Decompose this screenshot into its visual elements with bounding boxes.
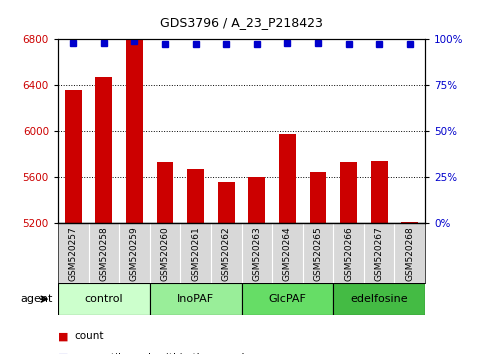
Text: GSM520268: GSM520268: [405, 226, 414, 281]
Bar: [65, 90, 82, 223]
Text: InoPAF: InoPAF: [177, 294, 214, 304]
Text: ■: ■: [58, 331, 69, 341]
Bar: [156, 162, 173, 223]
Text: GSM520263: GSM520263: [252, 226, 261, 281]
Bar: [401, 222, 418, 223]
Text: GSM520257: GSM520257: [69, 226, 78, 281]
Bar: [58, 283, 150, 315]
Text: GSM520264: GSM520264: [283, 226, 292, 281]
Bar: [126, 39, 143, 223]
Text: GSM520258: GSM520258: [99, 226, 108, 281]
Bar: [279, 134, 296, 223]
Text: GSM520265: GSM520265: [313, 226, 323, 281]
Bar: [310, 172, 327, 223]
Bar: [248, 177, 265, 223]
Bar: [340, 162, 357, 223]
Text: edelfosine: edelfosine: [350, 294, 408, 304]
Bar: [218, 182, 235, 223]
Bar: [371, 161, 387, 223]
Bar: [150, 283, 242, 315]
Text: GSM520260: GSM520260: [160, 226, 170, 281]
Text: GSM520259: GSM520259: [130, 226, 139, 281]
Bar: [242, 283, 333, 315]
Text: GDS3796 / A_23_P218423: GDS3796 / A_23_P218423: [160, 16, 323, 29]
Text: GlcPAF: GlcPAF: [269, 294, 306, 304]
Text: GSM520266: GSM520266: [344, 226, 353, 281]
Bar: [96, 78, 112, 223]
Bar: [187, 169, 204, 223]
Text: count: count: [75, 331, 104, 341]
Text: GSM520261: GSM520261: [191, 226, 200, 281]
Text: ■: ■: [58, 353, 69, 354]
Text: control: control: [85, 294, 123, 304]
Text: percentile rank within the sample: percentile rank within the sample: [75, 353, 251, 354]
Text: GSM520262: GSM520262: [222, 226, 231, 281]
Text: GSM520267: GSM520267: [375, 226, 384, 281]
Text: agent: agent: [21, 294, 53, 304]
Bar: [333, 283, 425, 315]
